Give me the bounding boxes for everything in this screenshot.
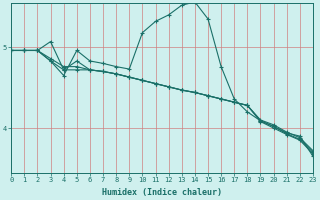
- X-axis label: Humidex (Indice chaleur): Humidex (Indice chaleur): [102, 188, 222, 197]
